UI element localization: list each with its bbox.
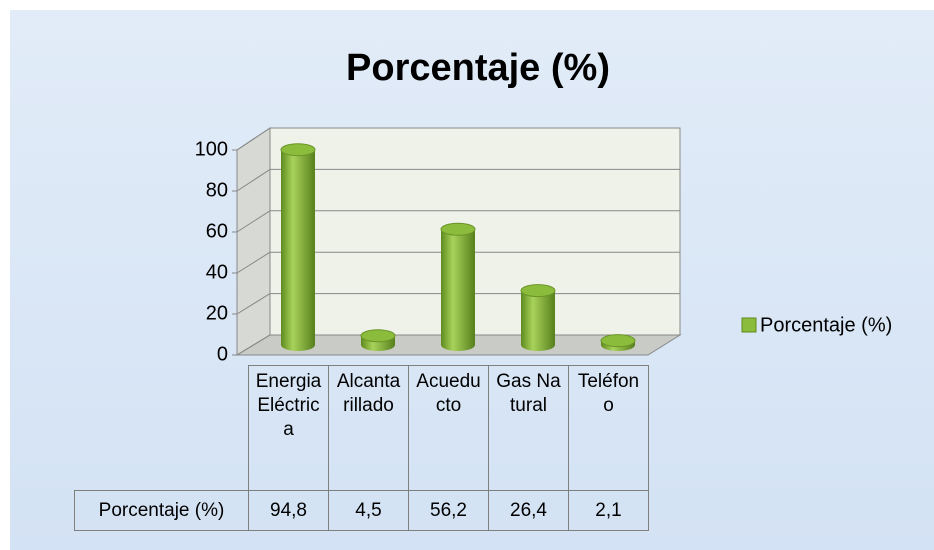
category-cell: Alcantarillado xyxy=(328,365,409,491)
bar-top xyxy=(520,284,556,298)
value-cell: 4,5 xyxy=(328,490,409,531)
header-row: Energia Eléctrica Alcantarillado Acueducto… xyxy=(74,365,649,491)
bar-body xyxy=(521,290,555,345)
category-cell: Teléfono xyxy=(568,365,649,491)
bar-top xyxy=(360,329,396,343)
bar-body xyxy=(441,229,475,345)
chart-title: Porcentaje (%) xyxy=(346,47,610,89)
bar xyxy=(440,222,476,351)
grid-line xyxy=(236,127,271,151)
bar-top xyxy=(280,143,316,157)
y-tick-label: 60 xyxy=(206,220,228,242)
value-cell: 56,2 xyxy=(408,490,489,531)
bar-top xyxy=(440,222,476,236)
grid-line xyxy=(236,334,271,356)
data-table: Energia Eléctrica Alcantarillado Acueducto… xyxy=(74,365,649,531)
bar xyxy=(520,284,556,351)
category-cell: Acueducto xyxy=(408,365,489,491)
legend-label: Porcentaje (%) xyxy=(760,314,892,336)
series-cell: Porcentaje (%) xyxy=(74,490,249,531)
bar xyxy=(280,143,316,351)
value-cell: 94,8 xyxy=(248,490,329,531)
y-tick-label: 40 xyxy=(206,261,228,283)
y-tick-label: 20 xyxy=(206,302,228,324)
grid-line xyxy=(236,168,271,192)
side-wall xyxy=(236,127,271,356)
value-cell: 2,1 xyxy=(568,490,649,531)
bar-body xyxy=(281,149,315,345)
grid-line xyxy=(236,293,271,315)
bar xyxy=(360,329,396,351)
y-tick-label: 80 xyxy=(206,179,228,201)
bar-top xyxy=(600,334,636,348)
y-tick-label: 0 xyxy=(217,343,228,365)
blank-cell xyxy=(74,365,249,491)
grid-line xyxy=(236,210,271,233)
y-tick-label: 100 xyxy=(195,138,228,160)
category-cell: Gas Natural xyxy=(488,365,569,491)
legend-key xyxy=(741,317,757,333)
category-cell: Energia Eléctrica xyxy=(248,365,329,491)
grid-line xyxy=(236,251,271,274)
value-row: Porcentaje (%) 94,8 4,5 56,2 26,4 2,1 xyxy=(74,490,649,531)
bar xyxy=(600,334,636,351)
value-cell: 26,4 xyxy=(488,490,569,531)
